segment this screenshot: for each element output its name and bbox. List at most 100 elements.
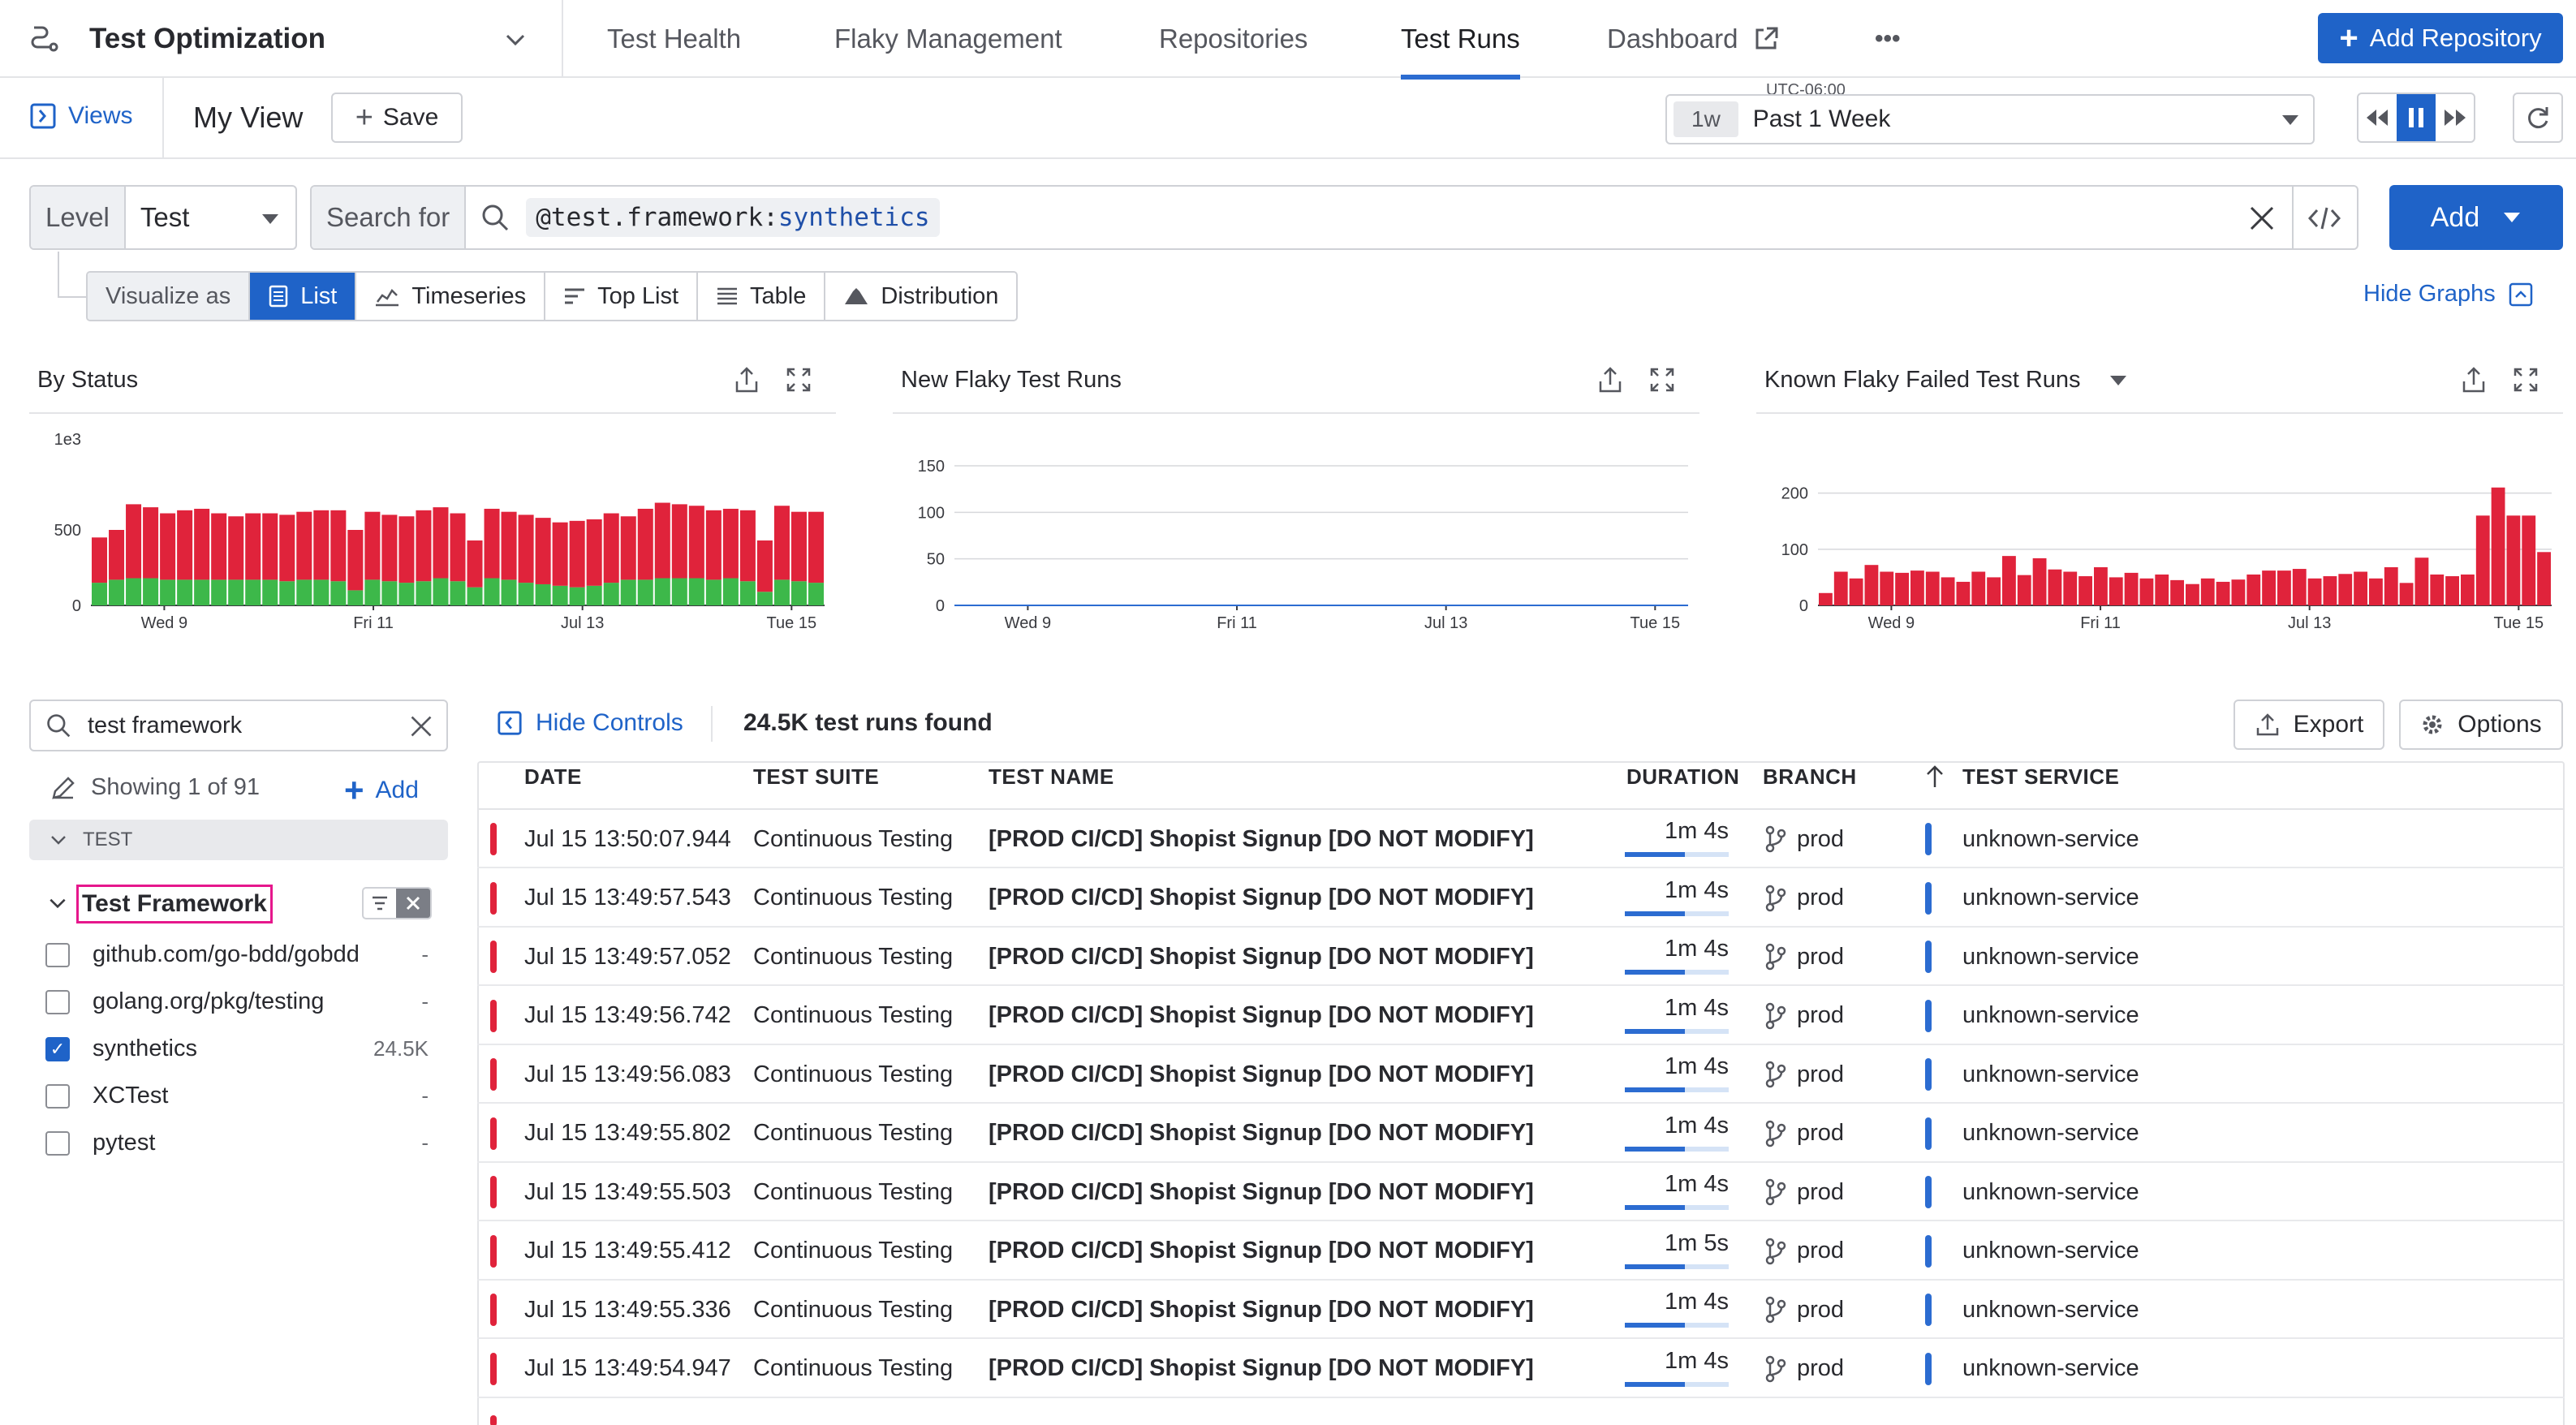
- bar-fail[interactable]: [398, 516, 415, 583]
- bar-pass[interactable]: [552, 585, 568, 605]
- bar-failed[interactable]: [1880, 571, 1894, 606]
- bar-failed[interactable]: [1819, 592, 1833, 605]
- bar-fail[interactable]: [722, 508, 739, 579]
- bar-failed[interactable]: [2017, 575, 2031, 605]
- pause-button[interactable]: [2396, 94, 2436, 141]
- search-query-bar[interactable]: Search for @test.framework: synthetics: [310, 185, 2358, 250]
- col-header-date[interactable]: DATE: [524, 764, 582, 789]
- bar-pass[interactable]: [518, 583, 534, 605]
- edit-icon[interactable]: [50, 775, 76, 801]
- bar-failed[interactable]: [1833, 571, 1848, 606]
- bar-fail[interactable]: [620, 516, 636, 580]
- bar-failed[interactable]: [2063, 571, 2078, 606]
- bar-failed[interactable]: [2109, 577, 2123, 605]
- table-row[interactable]: Jul 15 13:49:56.742 Continuous Testing […: [477, 987, 2565, 1045]
- code-icon[interactable]: [2308, 204, 2341, 232]
- bar-failed[interactable]: [2522, 515, 2536, 605]
- share-icon[interactable]: [734, 365, 760, 394]
- bar-pass[interactable]: [296, 579, 312, 605]
- bar-fail[interactable]: [347, 530, 364, 591]
- bar-pass[interactable]: [654, 578, 670, 605]
- bar-pass[interactable]: [92, 583, 108, 605]
- bar-failed[interactable]: [2323, 576, 2337, 605]
- bar-pass[interactable]: [160, 579, 176, 605]
- bar-failed[interactable]: [2186, 583, 2199, 605]
- bar-fail[interactable]: [603, 513, 619, 583]
- col-header-branch[interactable]: BRANCH: [1763, 764, 1857, 789]
- bar-fail[interactable]: [688, 506, 704, 579]
- bar-failed[interactable]: [2399, 583, 2414, 605]
- facet-search-input[interactable]: test framework: [88, 712, 243, 738]
- bar-pass[interactable]: [143, 578, 159, 605]
- bar-failed[interactable]: [1910, 570, 1924, 605]
- hide-graphs-button[interactable]: Hide Graphs: [2363, 281, 2533, 308]
- bar-pass[interactable]: [450, 581, 466, 605]
- bar-failed[interactable]: [2155, 574, 2169, 605]
- bar-pass[interactable]: [790, 581, 807, 605]
- bar-failed[interactable]: [2491, 487, 2505, 605]
- bar-fail[interactable]: [433, 507, 449, 579]
- views-button[interactable]: Views: [29, 102, 132, 130]
- bar-fail[interactable]: [364, 511, 381, 580]
- bar-pass[interactable]: [381, 581, 398, 605]
- bar-fail[interactable]: [177, 510, 193, 580]
- bar-fail[interactable]: [739, 510, 756, 582]
- bar-fail[interactable]: [484, 508, 500, 579]
- bar-fail[interactable]: [330, 510, 347, 582]
- bar-failed[interactable]: [2369, 578, 2383, 605]
- bar-pass[interactable]: [586, 585, 602, 605]
- bar-pass[interactable]: [808, 583, 824, 605]
- bar-pass[interactable]: [739, 581, 756, 605]
- bar-fail[interactable]: [279, 514, 295, 582]
- bar-failed[interactable]: [2292, 569, 2307, 605]
- bar-failed[interactable]: [1849, 578, 1863, 605]
- query-token[interactable]: @test.framework: synthetics: [526, 198, 940, 237]
- bar-pass[interactable]: [398, 583, 415, 605]
- bar-failed[interactable]: [2032, 558, 2047, 605]
- bar-pass[interactable]: [330, 581, 347, 605]
- bar-failed[interactable]: [2430, 574, 2445, 605]
- bar-pass[interactable]: [773, 579, 790, 605]
- bar-failed[interactable]: [2354, 571, 2367, 606]
- bar-fail[interactable]: [586, 519, 602, 586]
- bar-pass[interactable]: [467, 587, 483, 605]
- bar-failed[interactable]: [2338, 574, 2353, 605]
- bar-pass[interactable]: [637, 579, 653, 605]
- bar-pass[interactable]: [501, 579, 517, 605]
- bar-pass[interactable]: [620, 579, 636, 605]
- bar-pass[interactable]: [603, 583, 619, 605]
- facet-value-item[interactable]: github.com/go-bdd/gobdd -: [45, 941, 429, 968]
- bar-failed[interactable]: [2246, 574, 2261, 605]
- clear-icon[interactable]: [409, 714, 433, 738]
- bar-failed[interactable]: [2048, 569, 2062, 605]
- bar-failed[interactable]: [2094, 566, 2108, 605]
- bar-fail[interactable]: [109, 530, 125, 580]
- bar-failed[interactable]: [2277, 570, 2291, 605]
- bar-pass[interactable]: [569, 587, 585, 605]
- expand-icon[interactable]: [2513, 367, 2539, 393]
- sort-ascending-icon[interactable]: [1925, 764, 1945, 789]
- facet-group-test[interactable]: TEST: [29, 820, 448, 860]
- tab-test-health[interactable]: Test Health: [607, 0, 741, 78]
- bar-failed[interactable]: [1925, 571, 1940, 606]
- bar-failed[interactable]: [2307, 578, 2322, 605]
- options-button[interactable]: Options: [2399, 700, 2563, 750]
- share-icon[interactable]: [1597, 365, 1623, 394]
- bar-failed[interactable]: [1971, 571, 1986, 606]
- facet-search[interactable]: test framework: [29, 700, 448, 751]
- expand-icon[interactable]: [786, 367, 812, 393]
- export-button[interactable]: Export: [2234, 700, 2384, 750]
- bar-pass[interactable]: [433, 578, 449, 605]
- rewind-button[interactable]: [2358, 94, 2397, 141]
- bar-pass[interactable]: [313, 579, 330, 605]
- hide-controls-button[interactable]: Hide Controls: [497, 709, 683, 737]
- bar-fail[interactable]: [211, 513, 227, 580]
- table-row[interactable]: Jul 15 13:49:55.503 Continuous Testing […: [477, 1163, 2565, 1221]
- bar-pass[interactable]: [194, 579, 210, 605]
- bar-pass[interactable]: [722, 578, 739, 605]
- tab-dashboard[interactable]: Dashboard: [1607, 0, 1780, 78]
- tab-test-runs[interactable]: Test Runs: [1401, 0, 1520, 80]
- table-row[interactable]: Jul 15 13:49:55.802 Continuous Testing […: [477, 1104, 2565, 1163]
- bar-pass[interactable]: [756, 592, 773, 605]
- viz-option-timeseries[interactable]: Timeseries: [356, 273, 546, 320]
